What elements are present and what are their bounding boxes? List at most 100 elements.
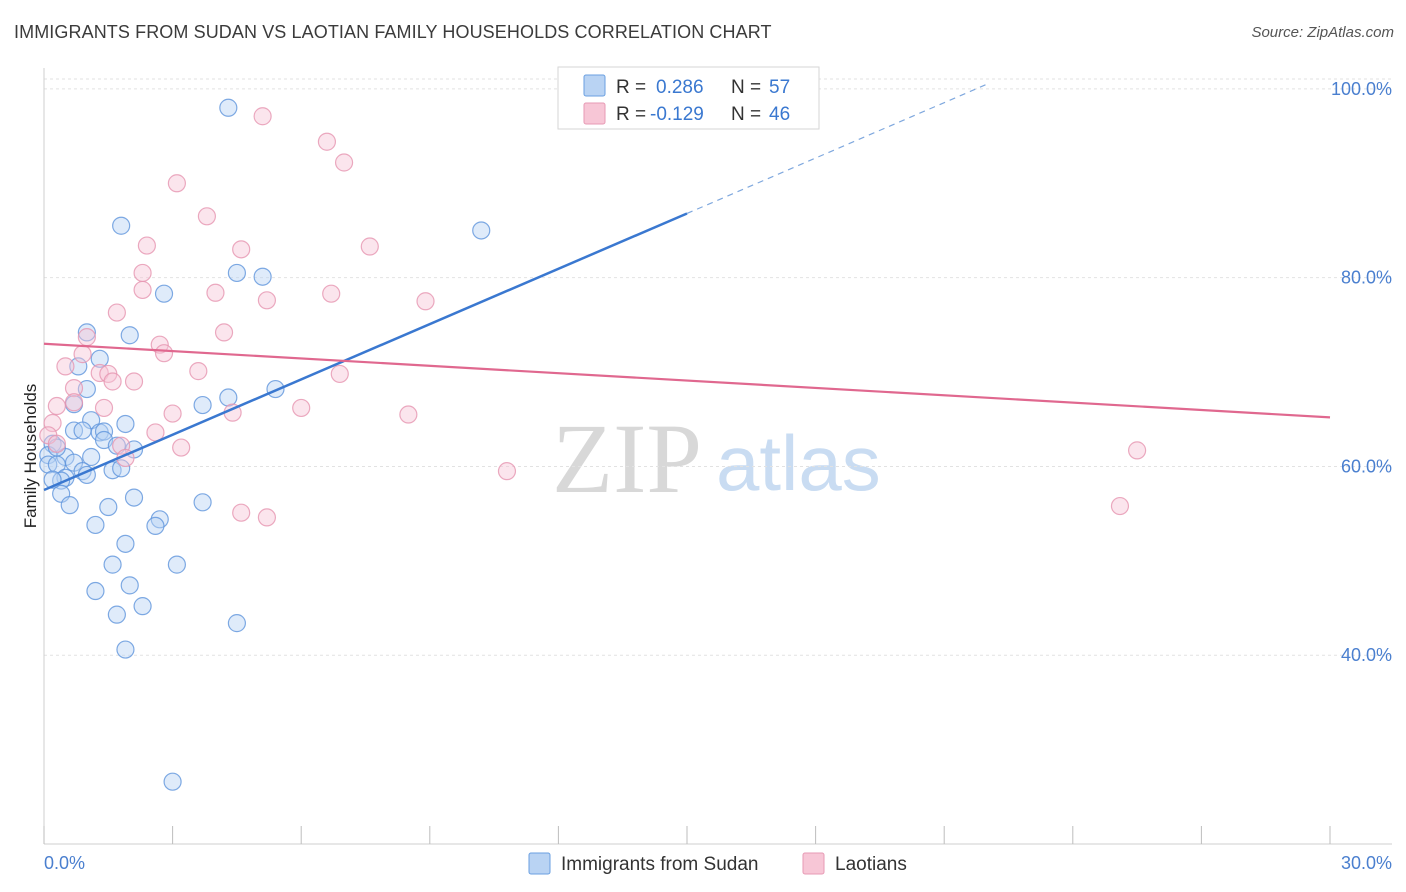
gridlines	[44, 78, 1392, 656]
laotians-point-30	[94, 398, 114, 418]
sudan-point-52	[116, 640, 135, 659]
laotians-point-40	[172, 438, 191, 457]
sudan-point-47	[120, 576, 139, 595]
sudan-point-6	[77, 323, 96, 342]
sudan-point-45	[103, 555, 122, 574]
bottom-legend-label-sudan: Immigrants from Sudan	[561, 854, 758, 875]
source-label: Source: ZipAtlas.com	[1251, 24, 1394, 41]
sudan-point-49	[133, 597, 152, 616]
bottom-legend-swatch-pink	[802, 852, 825, 875]
y-tick-label-60: 60.0%	[1341, 456, 1392, 476]
x-tick-label-0: 0.0%	[44, 853, 85, 873]
laotians-point-38	[47, 434, 66, 453]
laotians-point-31	[292, 398, 311, 418]
laotians-point-24	[330, 364, 349, 384]
legend-n-value-pink: 46	[769, 104, 790, 125]
laotians-point-13	[416, 292, 435, 311]
laotians-point-0	[253, 107, 272, 126]
laotians-point-27	[64, 378, 84, 398]
watermark-atlas: atlas	[716, 419, 881, 507]
sudan-point-33	[112, 459, 131, 478]
laotians-point-34	[399, 405, 418, 424]
sudan-point-14	[193, 395, 212, 415]
sudan-point-7	[120, 326, 139, 345]
watermark-zip: ZIP	[552, 403, 702, 514]
trend-lines	[43, 83, 1331, 492]
laotians-point-14	[107, 303, 126, 322]
sudan-point-27	[82, 447, 101, 467]
series-legend: Immigrants from Sudan Laotians	[528, 852, 907, 875]
laotians-point-5	[137, 236, 156, 255]
laotians-point-17	[150, 335, 169, 354]
laotians-point-2	[334, 153, 354, 172]
sudan-point-38	[193, 493, 212, 512]
laotians-point-4	[197, 207, 216, 226]
laotians-point-3	[167, 174, 186, 193]
laotians-point-28	[47, 396, 66, 416]
sudan-point-3	[227, 263, 246, 283]
legend-r-label-pink: R =	[616, 104, 646, 125]
y-axis-title: Family Households	[21, 384, 40, 529]
laotians-point-6	[232, 240, 251, 259]
laotians-point-45	[257, 508, 277, 527]
laotians-point-19	[73, 345, 92, 364]
stats-legend: R = 0.286 N = 57 R = -0.129 N = 46	[557, 66, 820, 130]
legend-n-value-blue: 57	[769, 77, 790, 98]
sudan-point-43	[146, 516, 165, 536]
trend-line-laotians	[43, 342, 1331, 419]
bottom-legend-swatch-blue	[528, 852, 551, 875]
y-tick-label-80: 80.0%	[1341, 268, 1392, 288]
series-laotians-points	[39, 107, 1147, 527]
legend-r-label-blue: R =	[616, 77, 646, 98]
laotians-point-20	[56, 357, 75, 376]
sudan-point-50	[107, 605, 126, 624]
legend-swatch-pink	[583, 102, 606, 125]
laotians-point-46	[1110, 496, 1130, 516]
series-sudan-points	[39, 98, 491, 791]
y-tick-label-40: 40.0%	[1341, 645, 1392, 665]
laotians-point-42	[497, 462, 517, 481]
laotians-point-8	[133, 263, 152, 283]
bottom-legend-label-laotians: Laotians	[835, 854, 907, 875]
sudan-point-39	[60, 496, 79, 515]
sudan-point-18	[73, 421, 92, 440]
legend-r-value-pink: -0.129	[650, 104, 704, 125]
legend-n-label-blue: N =	[731, 77, 761, 98]
y-tick-labels: 40.0% 60.0% 80.0% 100.0%	[1331, 79, 1392, 665]
legend-n-label-pink: N =	[731, 104, 761, 125]
laotians-point-29	[64, 393, 84, 412]
legend-swatch-blue	[583, 74, 606, 97]
axes	[43, 68, 1392, 845]
sudan-point-8	[90, 349, 109, 368]
laotians-point-10	[206, 283, 225, 302]
laotians-point-18	[154, 344, 174, 363]
sudan-point-0	[219, 98, 238, 117]
laotians-point-9	[133, 280, 152, 300]
laotians-point-32	[163, 404, 182, 423]
sudan-point-4	[253, 267, 272, 286]
laotians-point-25	[103, 372, 122, 391]
y-tick-label-100: 100.0%	[1331, 79, 1392, 99]
legend-r-value-blue: 0.286	[656, 77, 704, 98]
laotians-point-43	[1127, 441, 1147, 460]
laotians-point-15	[214, 323, 234, 342]
sudan-point-48	[86, 581, 105, 601]
sudan-point-16	[116, 414, 135, 434]
sudan-point-53	[163, 772, 182, 791]
chart-title: IMMIGRANTS FROM SUDAN VS LAOTIAN FAMILY …	[14, 22, 772, 42]
sudan-point-10	[77, 379, 96, 399]
sudan-point-1	[112, 216, 131, 235]
sudan-point-37	[124, 488, 144, 507]
sudan-point-5	[154, 284, 174, 303]
sudan-point-12	[219, 388, 238, 407]
sudan-point-46	[167, 555, 186, 574]
laotians-point-16	[77, 328, 96, 347]
laotians-point-7	[360, 237, 379, 256]
laotians-point-11	[322, 284, 341, 303]
laotians-point-12	[257, 291, 277, 310]
x-tick-labels: 0.0% 30.0%	[44, 853, 1392, 873]
laotians-point-23	[189, 362, 208, 381]
sudan-point-2	[472, 221, 491, 240]
sudan-point-22	[107, 436, 126, 455]
